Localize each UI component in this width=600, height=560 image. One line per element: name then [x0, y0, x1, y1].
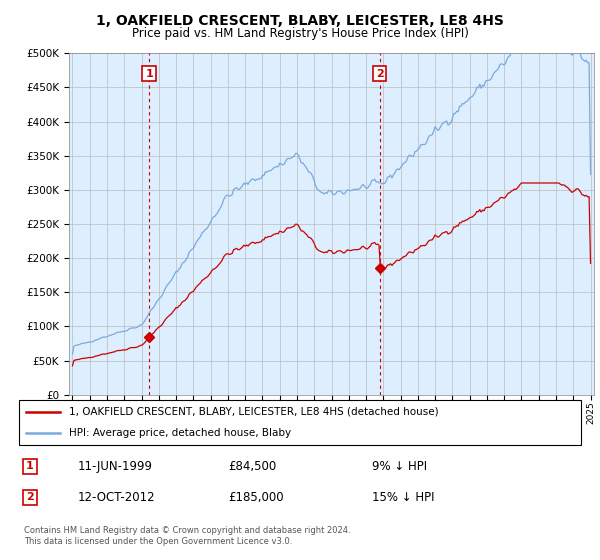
- Text: £84,500: £84,500: [228, 460, 276, 473]
- Text: 1, OAKFIELD CRESCENT, BLABY, LEICESTER, LE8 4HS (detached house): 1, OAKFIELD CRESCENT, BLABY, LEICESTER, …: [69, 407, 439, 417]
- Text: HPI: Average price, detached house, Blaby: HPI: Average price, detached house, Blab…: [69, 428, 291, 438]
- Text: 12-OCT-2012: 12-OCT-2012: [78, 491, 155, 504]
- Text: 1: 1: [26, 461, 34, 472]
- Text: £185,000: £185,000: [228, 491, 284, 504]
- Text: Contains HM Land Registry data © Crown copyright and database right 2024.
This d: Contains HM Land Registry data © Crown c…: [24, 526, 350, 546]
- Text: 15% ↓ HPI: 15% ↓ HPI: [372, 491, 434, 504]
- Text: Price paid vs. HM Land Registry's House Price Index (HPI): Price paid vs. HM Land Registry's House …: [131, 27, 469, 40]
- FancyBboxPatch shape: [19, 400, 581, 445]
- Text: 2: 2: [26, 492, 34, 502]
- Text: 1, OAKFIELD CRESCENT, BLABY, LEICESTER, LE8 4HS: 1, OAKFIELD CRESCENT, BLABY, LEICESTER, …: [96, 14, 504, 28]
- Text: 1: 1: [145, 69, 153, 79]
- Text: 2: 2: [376, 69, 383, 79]
- Text: 9% ↓ HPI: 9% ↓ HPI: [372, 460, 427, 473]
- Text: 11-JUN-1999: 11-JUN-1999: [78, 460, 153, 473]
